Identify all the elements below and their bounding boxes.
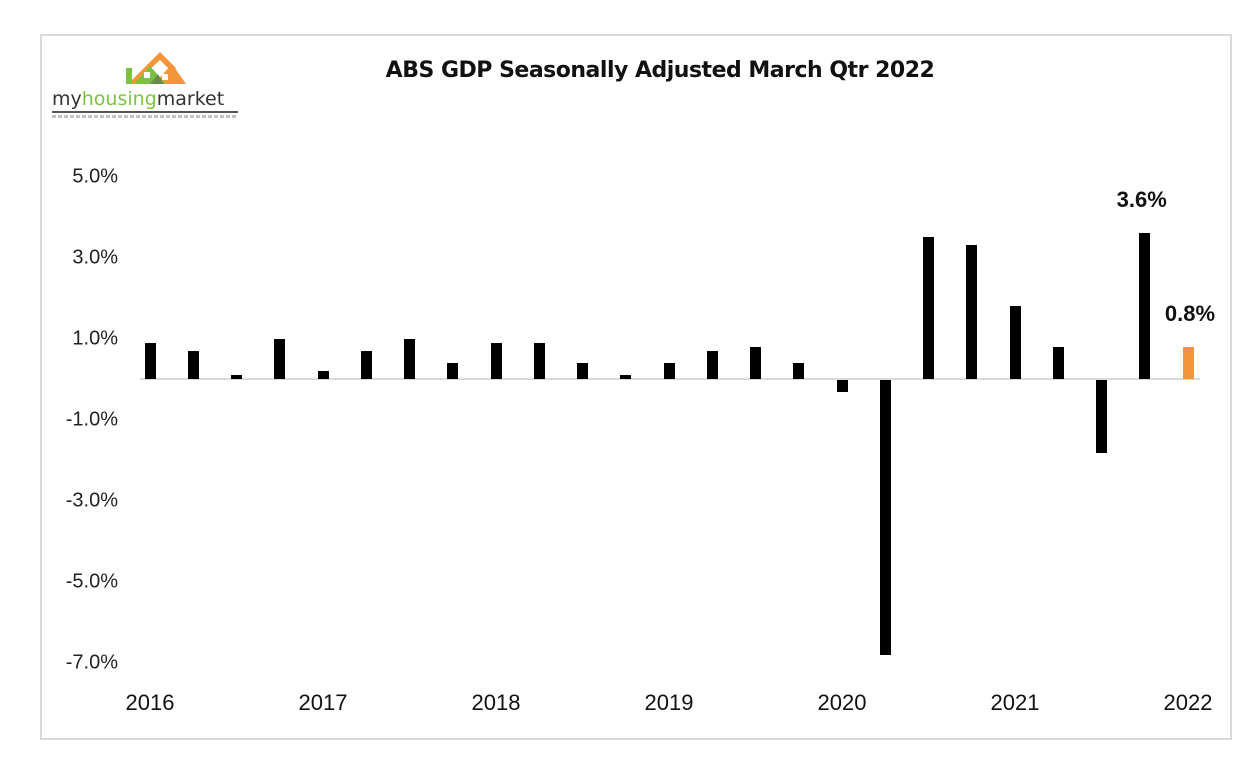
logo-wordmark: myhousingmarket [52,88,224,110]
x-tick-label: 2021 [990,690,1040,715]
bar-2020-q2 [879,380,891,656]
bar-2017-q2 [360,350,372,379]
logo-text-suffix: market [156,88,225,110]
data-label: 0.8% [1164,300,1216,326]
data-label: 3.6% [1116,187,1167,213]
bar-2019-q4 [793,362,805,379]
bar-2017-q4 [447,362,459,379]
bar-2018-q2 [533,342,545,379]
bar-2017-q3 [404,338,415,379]
x-tick-label: 2017 [298,690,348,715]
x-tick-label: 2020 [817,690,867,715]
house-logo-icon [126,52,186,84]
bar-2021-q4 [1139,233,1151,379]
bar-2019-q3 [750,346,761,379]
logo-text-highlight: housing [81,88,157,110]
bar-2019-q2 [706,350,718,379]
y-tick-label: 1.0% [72,327,118,349]
chart-title: ABS GDP Seasonally Adjusted March Qtr 20… [385,58,935,83]
bar-2018-q3 [577,362,588,379]
x-tick-label: 2018 [471,690,521,715]
bar-2019-q1 [663,362,675,379]
bar-2018-q1 [490,342,502,379]
chart-frame [40,34,1232,740]
x-tick-label: 2019 [644,690,694,715]
bar-2020-q1 [836,380,848,393]
bar-2018-q4 [620,374,632,379]
y-tick-label: -7.0% [65,651,118,673]
bar-2021-q2 [1052,346,1064,379]
logo-tagline [52,115,238,118]
bar-2017-q1 [317,370,329,379]
y-tick-label: -1.0% [65,408,118,430]
bar-2016-q1 [144,342,156,379]
bar-2021-q3 [1096,380,1107,453]
bar-2021-q1 [1009,306,1021,379]
x-tick-label: 2016 [125,690,175,715]
zero-axis-line [140,378,1200,380]
bar-2020-q3 [923,237,934,379]
y-tick-label: 3.0% [72,246,118,268]
logo-text-prefix: my [52,88,82,110]
logo-underline [52,111,238,113]
bar-2016-q3 [231,374,242,379]
y-tick-label: -3.0% [65,489,118,511]
bar-2016-q4 [274,338,286,379]
bar-2020-q4 [966,245,978,379]
y-tick-label: 5.0% [72,165,118,187]
bar-2016-q2 [187,350,199,379]
y-tick-label: -5.0% [65,570,118,592]
x-tick-label: 2022 [1163,690,1213,715]
bar-2022-q1 [1182,346,1194,379]
